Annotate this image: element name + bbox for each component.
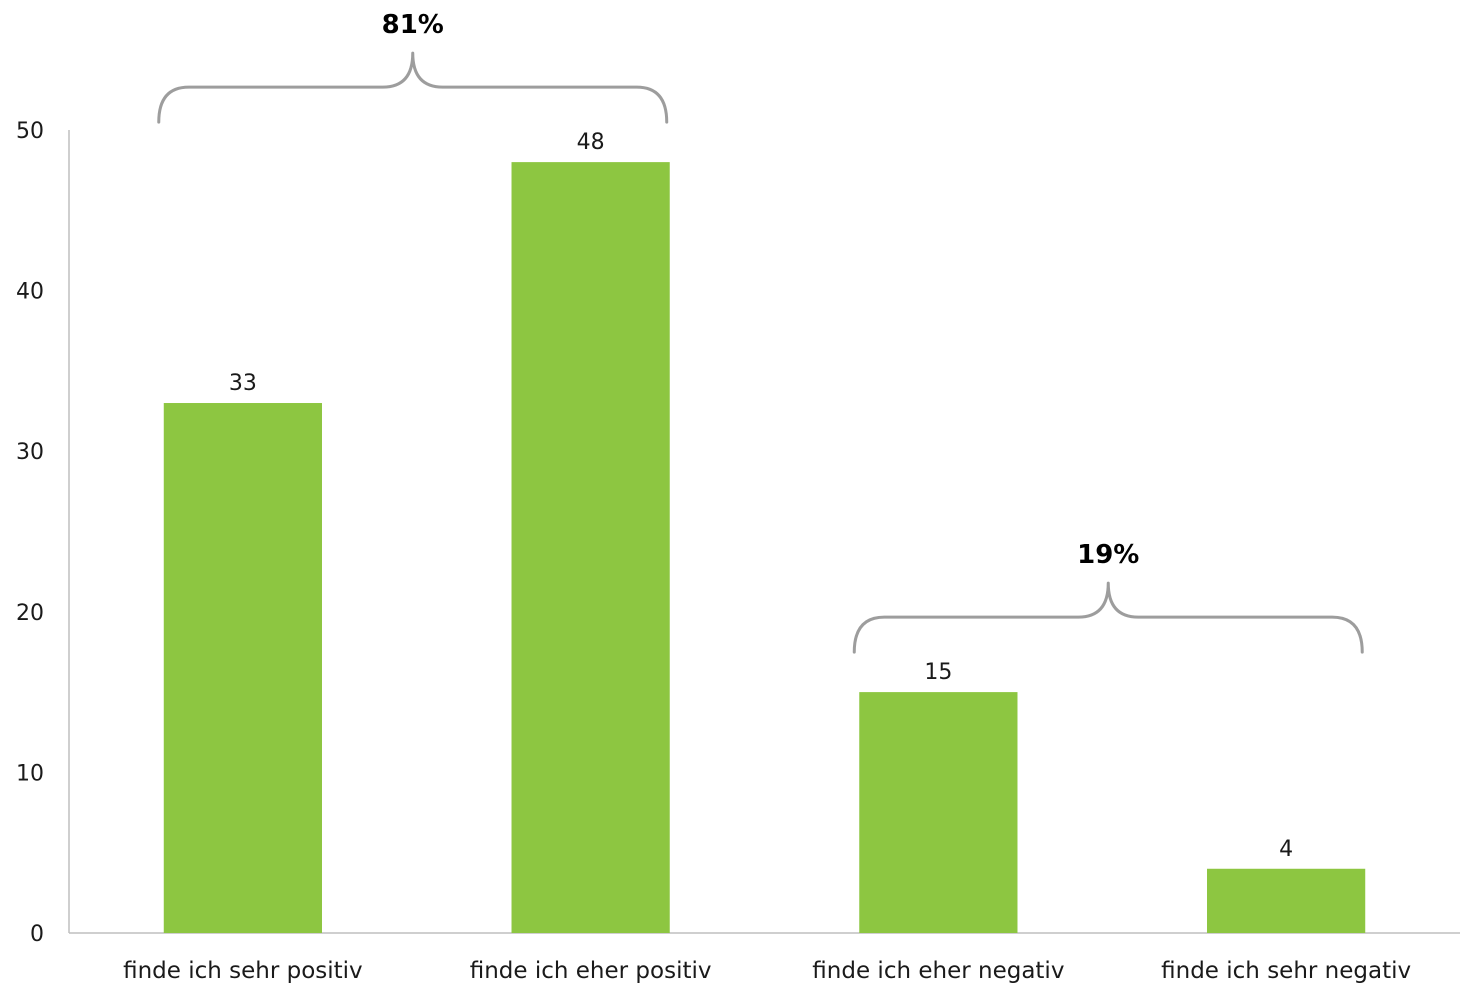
value-labels: 33 48 15 4 bbox=[229, 130, 1293, 862]
y-tick-label: 0 bbox=[30, 922, 44, 947]
bar bbox=[511, 162, 670, 933]
bar bbox=[163, 403, 322, 933]
bar bbox=[1207, 868, 1366, 933]
x-tick-label: finde ich eher negativ bbox=[812, 958, 1064, 984]
x-tick-label: finde ich eher positiv bbox=[470, 958, 712, 984]
data-label: 33 bbox=[229, 371, 257, 396]
group-total-label: 19% bbox=[1077, 540, 1139, 570]
y-tick-label: 40 bbox=[16, 280, 44, 305]
bar bbox=[859, 692, 1018, 933]
group-brace bbox=[157, 51, 669, 124]
y-tick-label: 20 bbox=[16, 601, 44, 626]
group-brace bbox=[852, 581, 1364, 654]
data-label: 15 bbox=[924, 660, 952, 685]
category-labels: finde ich sehr positiv finde ich eher pos… bbox=[123, 958, 1411, 984]
y-tick-label: 10 bbox=[16, 761, 44, 786]
data-label: 48 bbox=[577, 130, 605, 155]
bars bbox=[163, 162, 1366, 933]
y-tick-labels: 0 10 20 30 40 50 bbox=[16, 119, 44, 947]
x-tick-label: finde ich sehr positiv bbox=[123, 958, 363, 984]
y-tick-label: 30 bbox=[16, 440, 44, 465]
x-tick-label: finde ich sehr negativ bbox=[1161, 958, 1411, 984]
group-braces: 81% 19% bbox=[157, 10, 1364, 654]
y-tick-label: 50 bbox=[16, 119, 44, 144]
data-label: 4 bbox=[1279, 837, 1293, 862]
group-total-label: 81% bbox=[382, 10, 444, 40]
